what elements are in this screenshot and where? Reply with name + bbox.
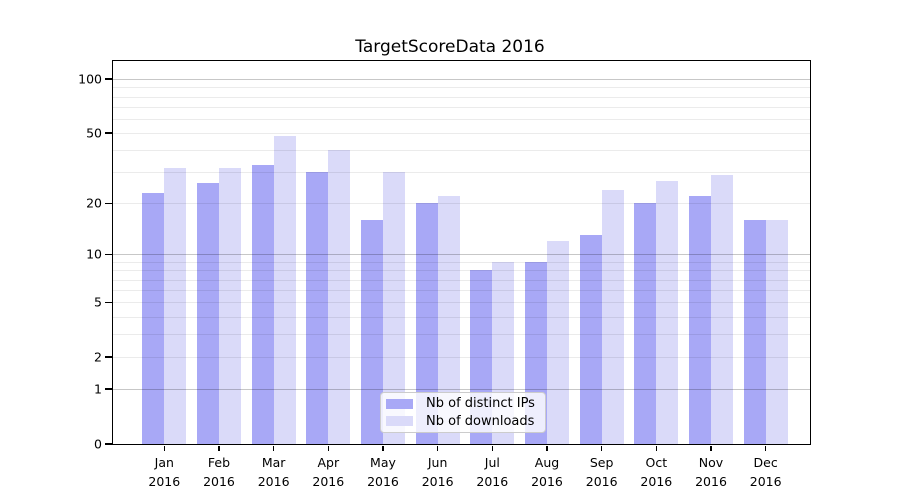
x-axis-tick-label: Jun 2016 xyxy=(421,455,454,489)
y-axis-tick-label: 1 xyxy=(94,381,102,397)
minor-gridline xyxy=(113,106,810,108)
x-tick-mark xyxy=(764,445,767,451)
bar-downloads-aug xyxy=(546,241,569,444)
bar-distinct-ips-sep xyxy=(579,235,602,444)
major-gridline xyxy=(113,389,810,391)
minor-gridline xyxy=(113,316,810,318)
legend-swatch xyxy=(386,416,413,427)
minor-gridline xyxy=(113,261,810,263)
minor-gridline xyxy=(113,357,810,359)
major-gridline xyxy=(113,79,810,81)
legend-label: Nb of downloads xyxy=(426,413,535,429)
y-tick-mark xyxy=(105,356,112,358)
minor-gridline xyxy=(113,133,810,135)
bar-distinct-ips-jun xyxy=(415,203,438,444)
bar-downloads-dec xyxy=(765,219,788,444)
x-axis-tick-label: Aug 2016 xyxy=(531,455,563,489)
bar-downloads-feb xyxy=(218,167,241,444)
y-axis-tick-label: 0 xyxy=(94,436,102,452)
x-tick-mark xyxy=(655,445,658,451)
bar-downloads-apr xyxy=(328,150,351,444)
y-tick-mark xyxy=(105,388,112,390)
chart-title: TargetScoreData 2016 xyxy=(355,37,545,57)
x-tick-mark xyxy=(272,445,275,451)
bar-distinct-ips-apr xyxy=(306,172,329,444)
x-tick-mark xyxy=(600,445,603,451)
bar-distinct-ips-feb xyxy=(197,183,219,444)
minor-gridline xyxy=(113,279,810,281)
y-axis-tick-label: 50 xyxy=(86,125,102,141)
legend-item: Nb of downloads xyxy=(386,413,537,431)
x-tick-mark xyxy=(436,445,439,451)
legend-label: Nb of distinct IPs xyxy=(426,396,535,412)
y-axis-tick-label: 2 xyxy=(94,349,102,365)
x-axis-tick-label: Feb 2016 xyxy=(203,455,235,489)
y-axis-tick-label: 5 xyxy=(94,294,102,310)
x-tick-mark xyxy=(218,445,220,451)
y-tick-mark xyxy=(105,78,112,80)
bar-downloads-mar xyxy=(273,136,296,444)
x-axis-tick-label: Sep 2016 xyxy=(585,455,618,489)
x-axis-tick-label: Dec 2016 xyxy=(749,455,782,489)
bar-downloads-sep xyxy=(601,189,624,444)
bar-downloads-jan xyxy=(164,167,187,444)
x-axis-tick-label: May 2016 xyxy=(367,455,399,489)
y-axis-tick-label: 20 xyxy=(86,195,102,211)
x-axis-tick-label: Jul 2016 xyxy=(476,455,509,489)
x-axis-tick-label: Oct 2016 xyxy=(640,455,673,489)
minor-gridline xyxy=(113,270,810,272)
bar-downloads-jun xyxy=(437,196,460,444)
minor-gridline xyxy=(113,203,810,205)
x-axis-tick-label: Nov 2016 xyxy=(695,455,727,489)
x-tick-mark xyxy=(710,445,712,451)
y-axis-tick-label: 100 xyxy=(78,71,102,87)
y-axis-tick-label: 10 xyxy=(86,246,102,262)
bar-distinct-ips-jan xyxy=(142,192,165,444)
bar-distinct-ips-nov xyxy=(689,196,711,444)
legend-swatch xyxy=(386,398,413,409)
x-tick-mark xyxy=(163,445,166,451)
minor-gridline xyxy=(113,290,810,292)
minor-gridline xyxy=(113,172,810,174)
y-tick-mark xyxy=(105,301,112,304)
bar-distinct-ips-mar xyxy=(251,165,274,444)
y-tick-mark xyxy=(105,443,112,445)
major-gridline xyxy=(113,254,810,256)
y-tick-mark xyxy=(105,202,112,205)
x-tick-mark xyxy=(546,445,548,451)
x-tick-mark xyxy=(382,445,384,451)
x-axis-tick-label: Apr 2016 xyxy=(312,455,345,489)
minor-gridline xyxy=(113,150,810,152)
legend-item: Nb of distinct IPs xyxy=(386,395,537,413)
bar-distinct-ips-oct xyxy=(634,203,657,444)
bar-downloads-oct xyxy=(656,180,679,444)
minor-gridline xyxy=(113,302,810,304)
x-tick-mark xyxy=(491,445,494,451)
y-tick-mark xyxy=(105,253,112,256)
y-tick-mark xyxy=(105,132,112,134)
minor-gridline xyxy=(113,334,810,336)
x-tick-mark xyxy=(327,445,330,451)
bar-distinct-ips-may xyxy=(361,219,383,444)
minor-gridline xyxy=(113,87,810,89)
legend: Nb of distinct IPs Nb of downloads xyxy=(380,392,546,433)
x-axis-tick-label: Mar 2016 xyxy=(257,455,290,489)
plot-area xyxy=(113,61,810,444)
bar-downloads-nov xyxy=(711,175,733,444)
minor-gridline xyxy=(113,96,810,98)
bar-downloads-may xyxy=(382,172,405,444)
minor-gridline xyxy=(113,118,810,120)
bar-distinct-ips-dec xyxy=(743,219,766,444)
x-axis-tick-label: Jan 2016 xyxy=(148,455,181,489)
